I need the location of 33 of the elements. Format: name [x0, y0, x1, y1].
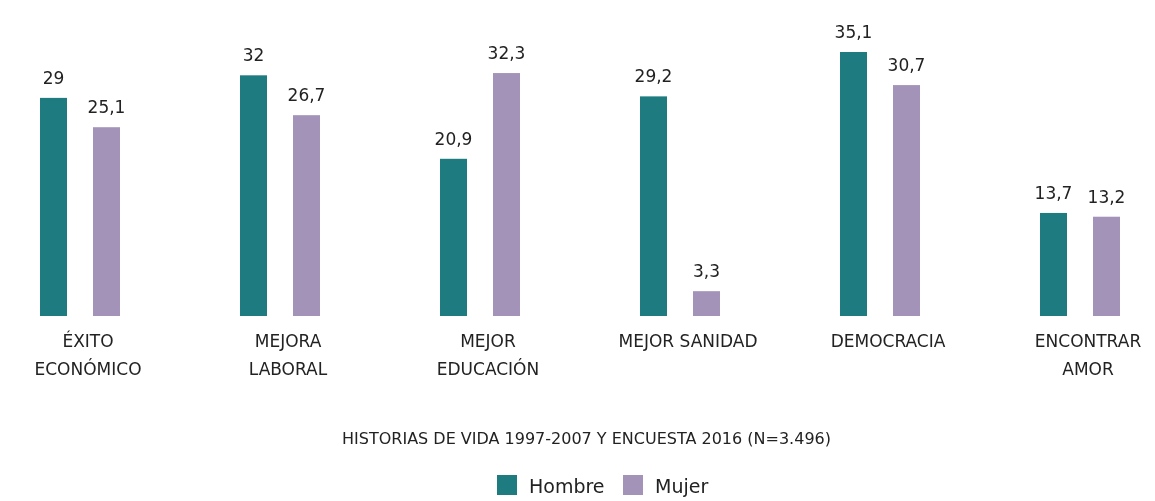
bar	[1040, 212, 1067, 316]
data-label: 26,7	[287, 85, 326, 106]
data-label: 35,1	[834, 22, 873, 42]
bar	[240, 75, 267, 316]
x-tick-label: ENCONTRAR AMOR	[1034, 331, 1142, 379]
data-label: 30,7	[887, 55, 926, 76]
data-label: 3,3	[692, 261, 721, 282]
data-label: 32,3	[487, 43, 526, 64]
bar	[1093, 216, 1120, 316]
legend-label: Hombre	[529, 475, 605, 497]
x-tick-label: ÉXITO ECONÓMICO	[34, 330, 142, 379]
data-label: 13,2	[1087, 186, 1126, 207]
bar	[40, 97, 67, 316]
bar	[93, 127, 120, 316]
x-tick-label: MEJOR SANIDAD	[618, 331, 758, 351]
bar	[840, 52, 867, 316]
bar	[893, 85, 920, 316]
x-axis-title: HISTORIAS DE VIDA 1997-2007 Y ENCUESTA 2016 (N=3.496)	[342, 429, 831, 448]
data-label: 20,9	[434, 128, 473, 149]
x-tick-label: DEMOCRACIA	[830, 331, 946, 351]
data-label: 25,1	[87, 97, 126, 118]
bar	[693, 291, 720, 316]
data-label: 29	[42, 67, 65, 88]
data-label: 32	[242, 45, 265, 66]
data-label: 13,7	[1034, 182, 1073, 203]
bar	[640, 96, 667, 316]
data-label: 29,2	[634, 66, 673, 87]
x-tick-label: MEJOR EDUCACIÓN	[436, 331, 540, 379]
bar	[293, 115, 320, 316]
bar	[440, 158, 467, 316]
legend-label: Mujer	[655, 475, 709, 497]
bar	[493, 73, 520, 316]
x-tick-label: MEJORA LABORAL	[248, 331, 328, 379]
